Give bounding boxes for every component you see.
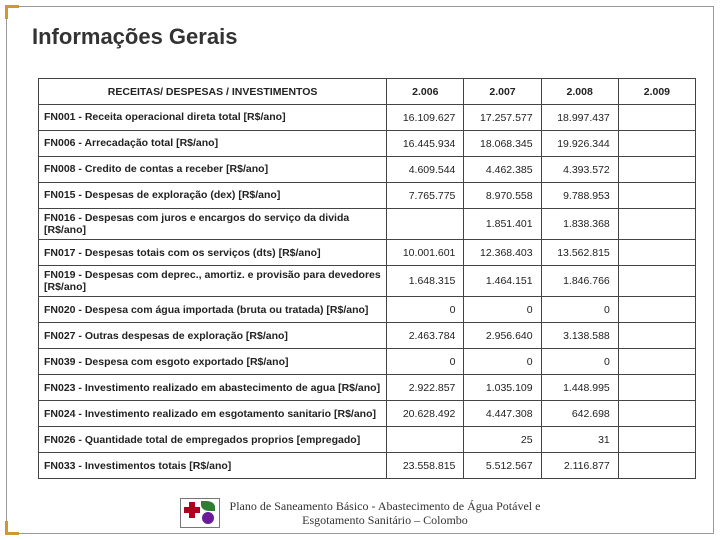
row-value: 19.926.344 (541, 131, 618, 157)
table-row: FN006 - Arrecadação total [R$/ano]16.445… (39, 131, 696, 157)
row-label: FN023 - Investimento realizado em abaste… (39, 375, 387, 401)
header-year: 2.006 (387, 79, 464, 105)
row-value: 25 (464, 427, 541, 453)
header-year: 2.008 (541, 79, 618, 105)
table-row: FN001 - Receita operacional direta total… (39, 105, 696, 131)
table-row: FN016 - Despesas com juros e encargos do… (39, 209, 696, 240)
table-row: FN020 - Despesa com água importada (brut… (39, 297, 696, 323)
row-value (618, 157, 695, 183)
table-row: FN017 - Despesas totais com os serviços … (39, 240, 696, 266)
row-value: 10.001.601 (387, 240, 464, 266)
row-value: 13.562.815 (541, 240, 618, 266)
row-value: 23.558.815 (387, 453, 464, 479)
municipal-logo-icon (180, 498, 220, 528)
row-value: 2.116.877 (541, 453, 618, 479)
row-label: FN017 - Despesas totais com os serviços … (39, 240, 387, 266)
table-row: FN015 - Despesas de exploração (dex) [R$… (39, 183, 696, 209)
row-label: FN024 - Investimento realizado em esgota… (39, 401, 387, 427)
row-value (387, 209, 464, 240)
row-value: 16.109.627 (387, 105, 464, 131)
row-value: 4.609.544 (387, 157, 464, 183)
row-label: FN016 - Despesas com juros e encargos do… (39, 209, 387, 240)
row-value: 0 (464, 297, 541, 323)
row-value: 18.068.345 (464, 131, 541, 157)
row-value (618, 427, 695, 453)
corner-ornament-tl (5, 5, 19, 19)
data-table-wrapper: RECEITAS/ DESPESAS / INVESTIMENTOS2.0062… (38, 78, 696, 479)
row-label: FN001 - Receita operacional direta total… (39, 105, 387, 131)
row-label: FN027 - Outras despesas de exploração [R… (39, 323, 387, 349)
row-value (618, 183, 695, 209)
row-label: FN019 - Despesas com deprec., amortiz. e… (39, 266, 387, 297)
row-label: FN015 - Despesas de exploração (dex) [R$… (39, 183, 387, 209)
header-label: RECEITAS/ DESPESAS / INVESTIMENTOS (39, 79, 387, 105)
row-value: 0 (464, 349, 541, 375)
row-value: 17.257.577 (464, 105, 541, 131)
header-year: 2.007 (464, 79, 541, 105)
row-value: 2.956.640 (464, 323, 541, 349)
row-value (618, 105, 695, 131)
table-row: FN026 - Quantidade total de empregados p… (39, 427, 696, 453)
row-value: 1.648.315 (387, 266, 464, 297)
row-value (618, 323, 695, 349)
row-value: 1.035.109 (464, 375, 541, 401)
header-year: 2.009 (618, 79, 695, 105)
row-value: 4.393.572 (541, 157, 618, 183)
footer-line1: Plano de Saneamento Básico - Abastecimen… (230, 499, 541, 513)
row-value: 1.448.995 (541, 375, 618, 401)
table-row: FN008 - Credito de contas a receber [R$/… (39, 157, 696, 183)
row-value (618, 266, 695, 297)
row-value: 31 (541, 427, 618, 453)
row-value: 9.788.953 (541, 183, 618, 209)
row-value: 0 (541, 297, 618, 323)
row-value (618, 297, 695, 323)
row-value: 4.462.385 (464, 157, 541, 183)
footer-text: Plano de Saneamento Básico - Abastecimen… (230, 499, 541, 528)
row-label: FN020 - Despesa com água importada (brut… (39, 297, 387, 323)
row-label: FN039 - Despesa com esgoto exportado [R$… (39, 349, 387, 375)
row-value: 16.445.934 (387, 131, 464, 157)
row-value (618, 349, 695, 375)
row-label: FN026 - Quantidade total de empregados p… (39, 427, 387, 453)
row-value: 4.447.308 (464, 401, 541, 427)
row-value: 0 (387, 349, 464, 375)
footer-line2: Esgotamento Sanitário – Colombo (302, 513, 468, 527)
row-value (387, 427, 464, 453)
row-value: 1.851.401 (464, 209, 541, 240)
page-title: Informações Gerais (32, 24, 237, 50)
table-row: FN039 - Despesa com esgoto exportado [R$… (39, 349, 696, 375)
table-row: FN033 - Investimentos totais [R$/ano]23.… (39, 453, 696, 479)
row-label: FN033 - Investimentos totais [R$/ano] (39, 453, 387, 479)
table-row: FN019 - Despesas com deprec., amortiz. e… (39, 266, 696, 297)
row-value: 2.922.857 (387, 375, 464, 401)
row-value: 18.997.437 (541, 105, 618, 131)
data-table: RECEITAS/ DESPESAS / INVESTIMENTOS2.0062… (38, 78, 696, 479)
row-value: 1.838.368 (541, 209, 618, 240)
row-value (618, 401, 695, 427)
row-value: 642.698 (541, 401, 618, 427)
row-value: 2.463.784 (387, 323, 464, 349)
row-value (618, 209, 695, 240)
row-value: 12.368.403 (464, 240, 541, 266)
row-value: 0 (387, 297, 464, 323)
row-value (618, 240, 695, 266)
table-row: FN027 - Outras despesas de exploração [R… (39, 323, 696, 349)
row-value (618, 375, 695, 401)
slide-footer: Plano de Saneamento Básico - Abastecimen… (0, 498, 720, 528)
row-value: 20.628.492 (387, 401, 464, 427)
row-value: 1.846.766 (541, 266, 618, 297)
row-value: 7.765.775 (387, 183, 464, 209)
row-value (618, 131, 695, 157)
table-header-row: RECEITAS/ DESPESAS / INVESTIMENTOS2.0062… (39, 79, 696, 105)
row-label: FN006 - Arrecadação total [R$/ano] (39, 131, 387, 157)
row-value (618, 453, 695, 479)
row-label: FN008 - Credito de contas a receber [R$/… (39, 157, 387, 183)
row-value: 1.464.151 (464, 266, 541, 297)
row-value: 3.138.588 (541, 323, 618, 349)
row-value: 5.512.567 (464, 453, 541, 479)
table-row: FN023 - Investimento realizado em abaste… (39, 375, 696, 401)
row-value: 0 (541, 349, 618, 375)
row-value: 8.970.558 (464, 183, 541, 209)
table-row: FN024 - Investimento realizado em esgota… (39, 401, 696, 427)
